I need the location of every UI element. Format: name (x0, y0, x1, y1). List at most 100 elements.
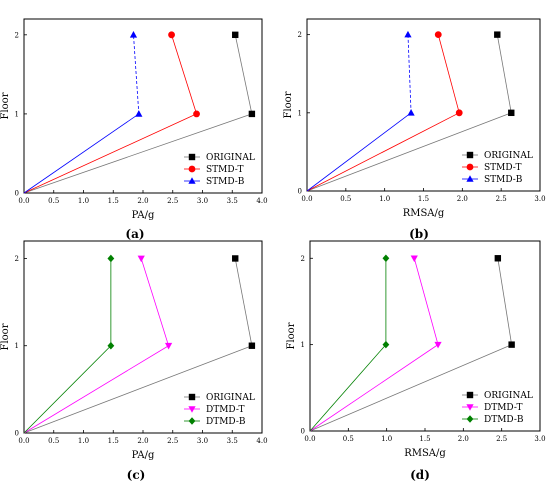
x-tick-label: 3.5 (227, 197, 238, 205)
panel-caption: (b) (409, 227, 429, 241)
x-axis-label: PA/g (132, 450, 155, 461)
data-point (248, 110, 256, 118)
series-stmd-b (306, 30, 415, 192)
x-axis-label: RMSA/g (404, 448, 446, 459)
series-line-segment (23, 345, 169, 434)
series-line-segment (234, 258, 253, 346)
data-point (135, 110, 143, 117)
data-point (508, 109, 515, 117)
legend-marker (188, 417, 196, 425)
legend-marker (188, 393, 196, 401)
legend: ORIGINAL STMD-T STMD-B (462, 151, 533, 185)
data-point (164, 342, 173, 350)
series-line-segment (407, 34, 412, 113)
panel-caption: (d) (410, 468, 430, 482)
x-tick-label: 1.0 (78, 437, 89, 445)
legend-marker (466, 163, 474, 171)
y-axis-label: Floor (286, 322, 297, 349)
y-tick-label: 0 (298, 188, 302, 196)
panel-caption: (c) (127, 468, 146, 482)
x-tick-label: 2.0 (457, 195, 468, 203)
series-dtmd-t (309, 255, 442, 432)
series-dtmd-b (309, 254, 390, 432)
x-tick-label: 1.5 (419, 435, 430, 443)
x-tick-label: 2.5 (496, 195, 507, 203)
series-line-segment (23, 113, 197, 194)
series-line-segment (23, 345, 253, 434)
series-original (23, 255, 256, 434)
legend-marker (466, 151, 474, 159)
y-tick-label: 1 (15, 342, 19, 350)
x-tick-label: 0.0 (301, 195, 312, 203)
legend-entry: ORIGINAL (206, 393, 255, 403)
legend: ORIGINAL DTMD-T DTMD-B (184, 393, 255, 427)
x-tick-label: 0.0 (18, 197, 29, 205)
legend-entry: DTMD-B (484, 415, 524, 425)
legend-entry: ORIGINAL (484, 391, 533, 401)
x-axis-label: PA/g (132, 210, 155, 221)
y-tick-label: 0 (301, 428, 305, 436)
x-tick-label: 2.0 (458, 435, 469, 443)
x-tick-label: 3.0 (534, 195, 545, 203)
series-line-segment (309, 344, 387, 432)
data-point (455, 109, 463, 117)
legend-entry: DTMD-T (484, 403, 523, 413)
data-point (232, 255, 239, 262)
legend-entry: ORIGINAL (206, 153, 255, 163)
x-tick-label: 4.0 (256, 197, 267, 205)
y-tick-label: 1 (301, 341, 305, 349)
x-tick-label: 3.0 (197, 197, 208, 205)
legend: ORIGINAL DTMD-T DTMD-B (462, 391, 533, 425)
data-point (232, 31, 239, 39)
data-point (494, 255, 502, 262)
y-tick-label: 2 (15, 31, 19, 39)
series-dtmd-b (23, 254, 115, 434)
series-line-segment (496, 34, 512, 113)
series-line-segment (171, 34, 197, 115)
y-tick-label: 0 (15, 430, 19, 438)
x-tick-label: 0.0 (18, 437, 29, 445)
chart-panel-3: 0.0 0.5 1.0 1.5 2.0 2.5 3.0 3.5 4.0 0 1 2 PA/g Floor O… (0, 240, 268, 482)
legend-entry: STMD-B (206, 177, 245, 187)
legend-marker (188, 165, 196, 173)
series-line-segment (133, 34, 140, 114)
data-point (382, 254, 390, 263)
x-tick-label: 1.0 (78, 197, 89, 205)
legend: ORIGINAL STMD-T STMD-B (184, 153, 255, 187)
legend-entry: ORIGINAL (484, 151, 533, 161)
series-original (23, 31, 256, 194)
series-line-segment (413, 258, 439, 345)
data-point (434, 341, 442, 349)
x-tick-label: 3.5 (227, 437, 238, 445)
series-line-segment (140, 258, 169, 346)
x-tick-label: 3.0 (534, 435, 545, 443)
data-point (434, 31, 442, 39)
y-tick-label: 2 (301, 255, 305, 263)
chart-panel-4: 0.0 0.5 1.0 1.5 2.0 2.5 3.0 0 1 2 RMSA/g Floor ORIGI… (286, 240, 546, 482)
series-line-segment (306, 112, 460, 192)
chart-panel-1: 0.0 0.5 1.0 1.5 2.0 2.5 3.0 3.5 4.0 0 1 2 PA/g Floor O… (0, 18, 268, 241)
data-point (410, 255, 418, 263)
chart-panel-2: 0.0 0.5 1.0 1.5 2.0 2.5 3.0 0 1 2 RMSA/g Floor ORIGI… (283, 18, 546, 241)
y-axis-label: Floor (0, 323, 11, 350)
data-point (107, 254, 115, 263)
x-tick-label: 0.5 (340, 195, 351, 203)
series-stmd-t (306, 31, 463, 192)
data-point (168, 31, 175, 39)
x-tick-label: 4.0 (256, 437, 267, 445)
x-tick-label: 1.5 (108, 197, 119, 205)
series-line-segment (23, 345, 112, 434)
x-tick-label: 0.5 (343, 435, 354, 443)
y-axis-label: Floor (0, 92, 11, 119)
x-tick-label: 1.0 (379, 195, 390, 203)
series-original (306, 31, 515, 192)
plot-frame (23, 240, 263, 434)
x-axis-label: RMSA/g (403, 208, 445, 219)
series-line-segment (497, 258, 513, 345)
series-dtmd-t (23, 255, 173, 434)
y-tick-label: 0 (15, 190, 19, 198)
y-tick-label: 2 (298, 31, 302, 39)
x-tick-label: 1.5 (418, 195, 429, 203)
x-tick-label: 2.5 (167, 197, 178, 205)
